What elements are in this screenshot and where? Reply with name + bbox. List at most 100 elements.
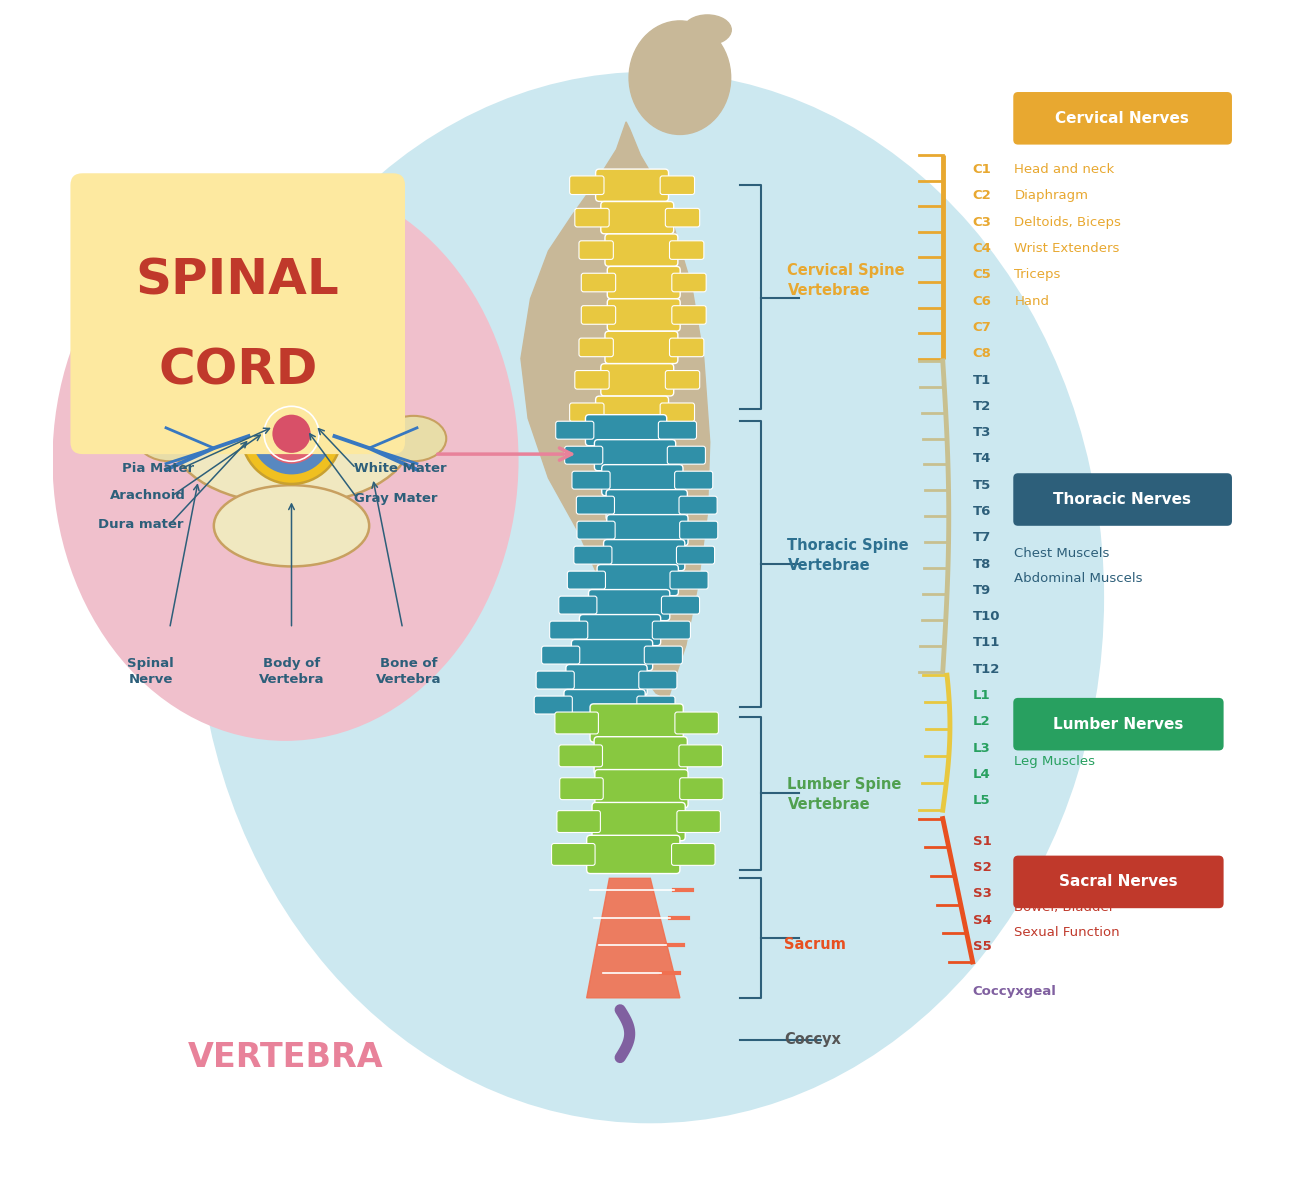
FancyBboxPatch shape <box>564 446 603 464</box>
Text: Arachnoid: Arachnoid <box>111 490 186 502</box>
FancyBboxPatch shape <box>676 546 715 564</box>
FancyBboxPatch shape <box>607 515 688 546</box>
FancyBboxPatch shape <box>672 844 715 865</box>
FancyBboxPatch shape <box>1013 856 1223 908</box>
FancyBboxPatch shape <box>670 571 708 589</box>
Ellipse shape <box>136 416 203 461</box>
FancyBboxPatch shape <box>581 274 616 292</box>
FancyBboxPatch shape <box>590 704 684 742</box>
FancyBboxPatch shape <box>551 844 595 865</box>
FancyBboxPatch shape <box>666 370 699 390</box>
FancyBboxPatch shape <box>555 422 594 439</box>
FancyBboxPatch shape <box>578 241 614 259</box>
FancyBboxPatch shape <box>660 403 694 422</box>
Text: T1: T1 <box>972 374 991 386</box>
Text: Diaphragm: Diaphragm <box>1014 190 1088 202</box>
Text: Abdominal Muscels: Abdominal Muscels <box>1014 572 1143 584</box>
FancyBboxPatch shape <box>575 208 610 227</box>
Text: Thoracic Spine
Vertebrae: Thoracic Spine Vertebrae <box>788 538 909 574</box>
FancyBboxPatch shape <box>595 770 688 808</box>
FancyBboxPatch shape <box>542 646 580 664</box>
Text: C2: C2 <box>972 190 992 202</box>
FancyBboxPatch shape <box>660 176 694 195</box>
Text: T2: T2 <box>972 400 991 412</box>
FancyBboxPatch shape <box>607 299 680 331</box>
FancyBboxPatch shape <box>1013 92 1232 145</box>
FancyBboxPatch shape <box>534 695 572 715</box>
Text: Bowel, Bladder: Bowel, Bladder <box>1014 901 1114 913</box>
FancyBboxPatch shape <box>662 596 699 614</box>
Text: T4: T4 <box>972 453 991 465</box>
Text: Body of
Vertebra: Body of Vertebra <box>259 657 324 686</box>
Text: S2: S2 <box>972 862 992 874</box>
Text: Lumber Nerves: Lumber Nerves <box>1053 717 1183 731</box>
FancyBboxPatch shape <box>602 465 682 496</box>
FancyBboxPatch shape <box>604 331 677 363</box>
Text: Chest Muscels: Chest Muscels <box>1014 547 1110 559</box>
FancyBboxPatch shape <box>556 810 601 833</box>
Text: CORD: CORD <box>159 347 317 394</box>
FancyBboxPatch shape <box>638 672 677 690</box>
FancyBboxPatch shape <box>594 736 688 776</box>
Text: C4: C4 <box>972 243 992 255</box>
Ellipse shape <box>381 416 446 461</box>
Text: C7: C7 <box>972 321 992 333</box>
FancyBboxPatch shape <box>679 744 723 767</box>
FancyBboxPatch shape <box>604 234 677 266</box>
FancyBboxPatch shape <box>70 173 406 454</box>
FancyBboxPatch shape <box>569 176 604 195</box>
Text: S4: S4 <box>972 914 992 926</box>
FancyBboxPatch shape <box>603 540 685 571</box>
FancyBboxPatch shape <box>597 564 679 595</box>
Ellipse shape <box>213 485 369 566</box>
FancyBboxPatch shape <box>666 208 699 227</box>
Circle shape <box>261 404 321 464</box>
FancyBboxPatch shape <box>645 646 682 664</box>
FancyBboxPatch shape <box>679 496 718 514</box>
FancyBboxPatch shape <box>272 326 312 381</box>
FancyBboxPatch shape <box>576 496 615 514</box>
Polygon shape <box>586 878 680 998</box>
Text: C8: C8 <box>972 348 992 360</box>
Ellipse shape <box>196 72 1104 1123</box>
FancyBboxPatch shape <box>559 744 602 767</box>
Text: S3: S3 <box>972 888 992 900</box>
Text: Triceps: Triceps <box>1014 269 1061 281</box>
Ellipse shape <box>629 20 731 135</box>
Text: T5: T5 <box>972 479 991 491</box>
Text: L1: L1 <box>972 690 991 701</box>
Text: L2: L2 <box>972 716 991 728</box>
FancyBboxPatch shape <box>572 639 653 670</box>
FancyBboxPatch shape <box>581 306 616 324</box>
FancyBboxPatch shape <box>670 241 703 259</box>
Text: Gray Mater: Gray Mater <box>354 492 437 504</box>
FancyBboxPatch shape <box>550 621 588 639</box>
FancyBboxPatch shape <box>580 614 660 645</box>
FancyBboxPatch shape <box>536 672 575 690</box>
FancyBboxPatch shape <box>578 338 614 356</box>
Text: S5: S5 <box>972 940 992 952</box>
Text: Sacrum: Sacrum <box>784 937 846 951</box>
Text: Head and neck: Head and neck <box>1014 164 1114 176</box>
Text: T12: T12 <box>972 663 1000 675</box>
FancyBboxPatch shape <box>1013 698 1223 750</box>
Text: Coccyxgeal: Coccyxgeal <box>972 986 1057 998</box>
Text: Wrist Extenders: Wrist Extenders <box>1014 243 1119 255</box>
FancyBboxPatch shape <box>586 835 680 874</box>
Text: Leg Muscles: Leg Muscles <box>1014 755 1096 767</box>
Circle shape <box>273 415 311 453</box>
Text: Deltoids, Biceps: Deltoids, Biceps <box>1014 216 1122 228</box>
Text: Coccyx: Coccyx <box>784 1032 841 1047</box>
FancyBboxPatch shape <box>680 778 723 799</box>
FancyBboxPatch shape <box>675 712 719 734</box>
FancyBboxPatch shape <box>601 202 673 234</box>
Polygon shape <box>521 122 710 699</box>
Text: Bone of
Vertebra: Bone of Vertebra <box>376 657 442 686</box>
Text: T10: T10 <box>972 611 1000 623</box>
FancyBboxPatch shape <box>672 306 706 324</box>
Text: Sacral Nerves: Sacral Nerves <box>1060 875 1178 889</box>
FancyBboxPatch shape <box>560 778 603 799</box>
FancyBboxPatch shape <box>1013 473 1232 526</box>
FancyBboxPatch shape <box>637 695 675 715</box>
FancyBboxPatch shape <box>589 589 670 620</box>
